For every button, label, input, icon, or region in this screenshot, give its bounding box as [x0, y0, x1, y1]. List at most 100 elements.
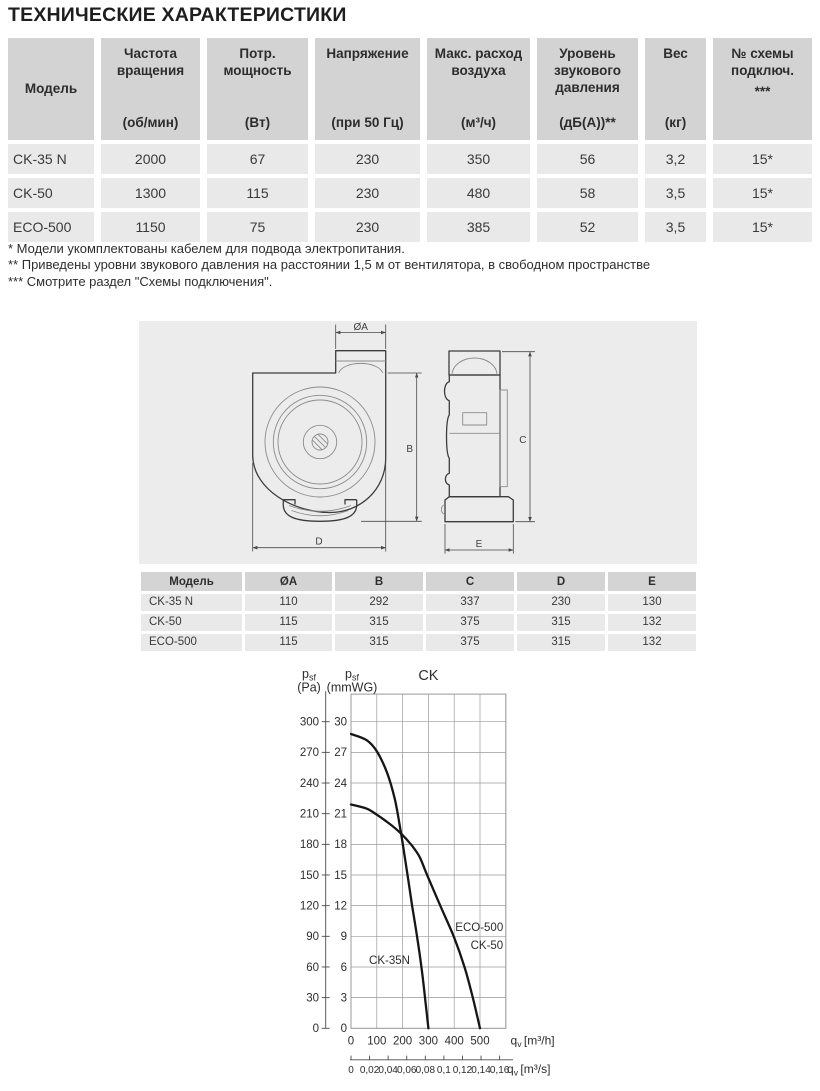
- shaft-hatch: [310, 432, 330, 452]
- performance-chart: 300 270 240 210 180 150 120 90 60 30 0 30 27 24 21 18 15…: [283, 663, 573, 1091]
- foot-tabs: [283, 499, 357, 505]
- svg-text:0,04: 0,04: [378, 1065, 398, 1076]
- svg-text:300: 300: [300, 717, 319, 729]
- svg-text:90: 90: [306, 931, 319, 943]
- svg-text:0,12: 0,12: [453, 1065, 473, 1076]
- dim-cell: 292: [335, 593, 423, 611]
- svg-text:21: 21: [334, 808, 347, 820]
- spec-header-label: Модель: [24, 80, 78, 96]
- svg-text:0,08: 0,08: [416, 1065, 436, 1076]
- dim-a-ext: [335, 324, 387, 349]
- svg-text:180: 180: [300, 839, 319, 851]
- mount-plate: [499, 389, 508, 488]
- performance-chart-svg: 3002702402101801501209060300302724211815…: [297, 667, 555, 1077]
- dimension-lines: [252, 324, 535, 554]
- spec-cell: 350: [427, 144, 530, 174]
- dim-cell: 132: [608, 633, 696, 651]
- spec-cell: 1150: [101, 212, 200, 242]
- foot-outline: [282, 499, 358, 522]
- spec-header-cell: Уровень звукового давления (дБ(А))**: [537, 38, 638, 140]
- spec-header-unit: (об/мин): [122, 115, 179, 130]
- curve-label-eco-500: ECO-500: [455, 922, 503, 934]
- dim-cell: 375: [426, 633, 514, 651]
- dim-cell: 315: [335, 613, 423, 631]
- x2-axis: [350, 1055, 513, 1061]
- svg-text:27: 27: [334, 747, 347, 759]
- svg-text:24: 24: [334, 778, 347, 790]
- nameplate: [462, 412, 488, 426]
- curve-label-ck-50: CK-50: [471, 940, 504, 952]
- svg-text:200: 200: [393, 1036, 412, 1048]
- spec-cell: 56: [537, 144, 638, 174]
- dim-label-e: E: [476, 539, 483, 550]
- pa-axis: [321, 691, 330, 1029]
- spec-cell-model: ECO-500: [8, 212, 94, 242]
- fan-drawing-svg: ØA B D C E: [252, 322, 535, 554]
- axis-headers: psf(Pa)psf(mmWG): [297, 667, 377, 695]
- svg-text:30: 30: [306, 992, 319, 1004]
- dim-cell: 375: [426, 613, 514, 631]
- dim-label-d: D: [315, 537, 322, 548]
- spec-header-unit: (дБ(А))**: [559, 115, 616, 130]
- svg-text:0: 0: [348, 1036, 354, 1048]
- spec-cell-model: CK-35 N: [8, 144, 94, 174]
- svg-text:qv [m³/s]: qv [m³/s]: [507, 1062, 550, 1077]
- spec-header-label: Вес: [663, 46, 688, 61]
- spec-header-unit: ***: [754, 84, 771, 99]
- spec-header-label: Уровень звукового давления: [553, 46, 622, 95]
- curve-ck-35n: [349, 732, 430, 1030]
- svg-text:0: 0: [341, 1023, 347, 1035]
- svg-text:9: 9: [341, 931, 347, 943]
- foot-arc-1: [288, 505, 352, 512]
- ring-inner: [277, 399, 363, 485]
- technical-drawing: ØA B D C E: [139, 321, 697, 564]
- spec-cell: 3,5: [645, 212, 706, 242]
- dimension-labels: ØA B D C E: [315, 322, 526, 550]
- svg-text:240: 240: [300, 778, 319, 790]
- svg-text:12: 12: [334, 900, 347, 912]
- dim-label-a: ØA: [353, 322, 368, 333]
- svg-text:0,14: 0,14: [471, 1065, 491, 1076]
- dim-label-b: B: [406, 444, 413, 455]
- footnote-2: ** Приведены уровни звукового давления н…: [8, 257, 651, 273]
- dim-d-ext: [252, 461, 387, 552]
- spec-cell: 1300: [101, 178, 200, 208]
- dim-cell: 315: [517, 633, 605, 651]
- dim-label-c: C: [519, 435, 526, 446]
- foot-arc-2: [291, 510, 349, 517]
- svg-text:6: 6: [341, 962, 347, 974]
- spec-cell: 3,2: [645, 144, 706, 174]
- dim-cell-model: CK-50: [141, 613, 242, 631]
- spec-cell: 230: [315, 144, 420, 174]
- svg-text:0,02: 0,02: [360, 1065, 380, 1076]
- footnote-1: * Модели укомплектованы кабелем для подв…: [8, 241, 405, 256]
- svg-text:500: 500: [470, 1036, 489, 1048]
- svg-text:210: 210: [300, 808, 319, 820]
- ring-mid: [272, 394, 368, 490]
- dim-cell-model: ECO-500: [141, 633, 242, 651]
- svg-text:(mmWG): (mmWG): [327, 681, 378, 695]
- svg-text:150: 150: [300, 870, 319, 882]
- spec-cell: 230: [315, 212, 420, 242]
- dim-header-cell: C: [426, 572, 514, 591]
- dim-header-cell: B: [335, 572, 423, 591]
- spec-cell: 3,5: [645, 178, 706, 208]
- spec-cell: 15*: [713, 178, 812, 208]
- svg-text:0,1: 0,1: [437, 1065, 451, 1076]
- svg-text:15: 15: [334, 870, 347, 882]
- page-title: ТЕХНИЧЕСКИЕ ХАРАКТЕРИСТИКИ: [8, 4, 347, 26]
- svg-text:300: 300: [419, 1036, 438, 1048]
- svg-text:3: 3: [341, 992, 347, 1004]
- chart-title: CK: [418, 668, 438, 684]
- side-base: [444, 496, 514, 523]
- dimensions-table: Модель ØA B C D E CK-35 N 110 292 337 230 130 CK-50 1…: [141, 572, 696, 651]
- svg-text:100: 100: [367, 1036, 386, 1048]
- x-tick-labels: 0 100 200 300 400 500 qv [m³/h]: [348, 1034, 555, 1049]
- curve-label-ck-35n: CK-35N: [369, 955, 410, 967]
- dim-header-cell: ØA: [245, 572, 332, 591]
- svg-text:0: 0: [313, 1023, 319, 1035]
- fan-side-view: [440, 350, 514, 523]
- dim-cell: 230: [517, 593, 605, 611]
- fan-front-view: [252, 350, 387, 522]
